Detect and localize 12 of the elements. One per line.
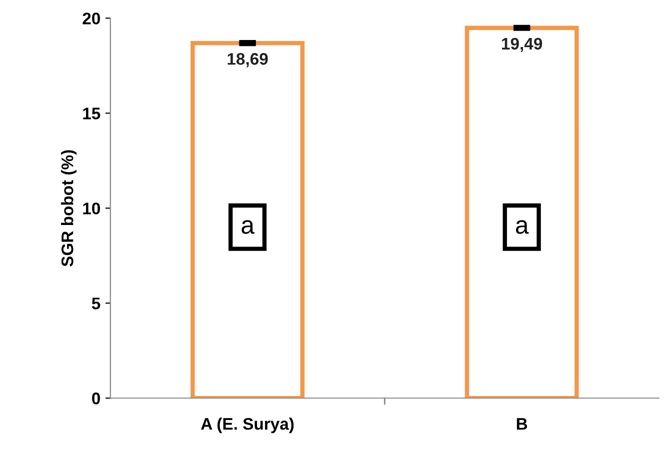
y-tick-label: 15 <box>83 108 100 120</box>
y-tick-label: 10 <box>83 202 100 214</box>
data-label: 18,69 <box>228 53 268 68</box>
x-tick-label: B <box>516 418 528 430</box>
x-tick-label: A (E. Surya) <box>201 418 294 434</box>
y-tick-label: 0 <box>92 392 100 404</box>
annotation: a <box>242 220 254 234</box>
y-tick-label: 20 <box>82 12 100 24</box>
y-tick-label: 5 <box>92 298 100 310</box>
y-axis-title: SGR bobot (%) <box>61 150 77 266</box>
data-label: 19,49 <box>502 38 542 52</box>
annotation: a <box>516 220 529 234</box>
